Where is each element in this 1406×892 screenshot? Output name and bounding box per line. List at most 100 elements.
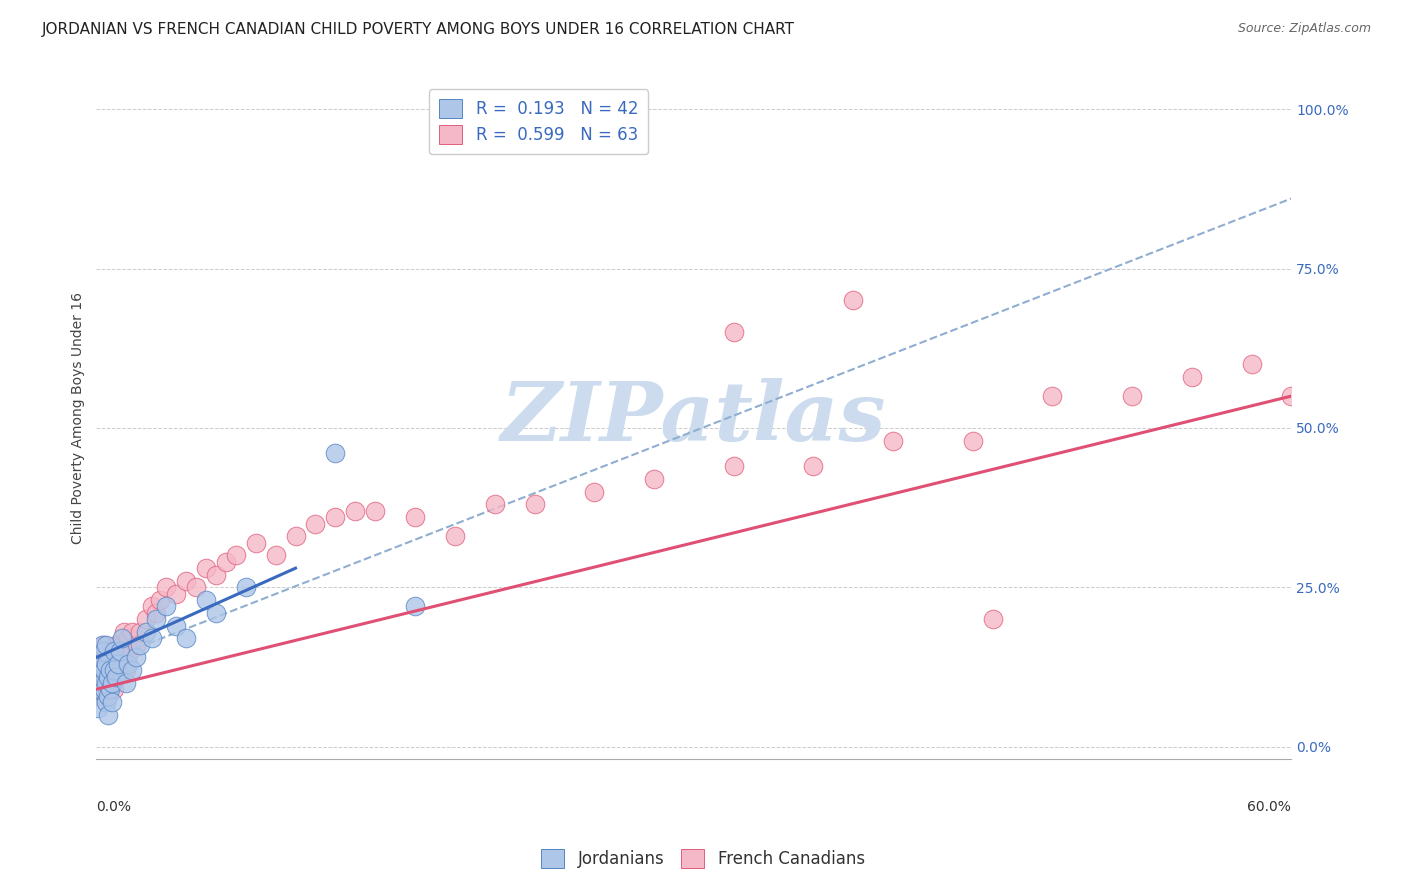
- Point: [96, 638, 118, 652]
- Point: [105, 669, 128, 683]
- Point: [404, 510, 426, 524]
- Point: [723, 459, 745, 474]
- Point: [96, 650, 118, 665]
- Point: [93, 682, 115, 697]
- Point: [583, 484, 606, 499]
- Point: [97, 669, 120, 683]
- Point: [129, 638, 152, 652]
- Point: [882, 434, 904, 448]
- Point: [325, 510, 347, 524]
- Point: [93, 676, 115, 690]
- Point: [1240, 357, 1263, 371]
- Point: [174, 574, 197, 588]
- Point: [129, 624, 152, 639]
- Point: [125, 650, 148, 665]
- Point: [962, 434, 984, 448]
- Point: [135, 612, 157, 626]
- Point: [98, 682, 121, 697]
- Text: 0.0%: 0.0%: [97, 800, 131, 814]
- Point: [205, 567, 228, 582]
- Point: [89, 663, 111, 677]
- Point: [125, 638, 148, 652]
- Point: [96, 657, 118, 671]
- Point: [115, 676, 138, 690]
- Point: [264, 549, 287, 563]
- Point: [842, 293, 865, 308]
- Point: [91, 638, 114, 652]
- Point: [1121, 389, 1143, 403]
- Point: [97, 707, 120, 722]
- Point: [121, 624, 143, 639]
- Point: [105, 638, 128, 652]
- Point: [103, 682, 125, 697]
- Point: [155, 599, 177, 614]
- Point: [145, 606, 167, 620]
- Point: [135, 624, 157, 639]
- Point: [87, 689, 110, 703]
- Point: [98, 663, 121, 677]
- Point: [101, 657, 124, 671]
- Point: [111, 638, 134, 652]
- Point: [165, 587, 187, 601]
- Text: JORDANIAN VS FRENCH CANADIAN CHILD POVERTY AMONG BOYS UNDER 16 CORRELATION CHART: JORDANIAN VS FRENCH CANADIAN CHILD POVER…: [42, 22, 796, 37]
- Point: [93, 644, 115, 658]
- Point: [93, 663, 115, 677]
- Point: [215, 555, 238, 569]
- Point: [801, 459, 824, 474]
- Point: [981, 612, 1004, 626]
- Point: [235, 580, 257, 594]
- Point: [111, 632, 134, 646]
- Point: [91, 650, 114, 665]
- Legend: Jordanians, French Canadians: Jordanians, French Canadians: [534, 842, 872, 875]
- Point: [101, 669, 124, 683]
- Point: [155, 580, 177, 594]
- Point: [101, 695, 124, 709]
- Y-axis label: Child Poverty Among Boys Under 16: Child Poverty Among Boys Under 16: [72, 293, 86, 544]
- Point: [523, 498, 546, 512]
- Point: [165, 618, 187, 632]
- Point: [89, 682, 111, 697]
- Point: [96, 689, 118, 703]
- Point: [205, 606, 228, 620]
- Point: [97, 689, 120, 703]
- Point: [98, 644, 121, 658]
- Point: [184, 580, 207, 594]
- Point: [117, 632, 139, 646]
- Point: [105, 650, 128, 665]
- Point: [404, 599, 426, 614]
- Point: [444, 529, 467, 543]
- Point: [325, 446, 347, 460]
- Point: [107, 657, 129, 671]
- Point: [103, 644, 125, 658]
- Point: [101, 676, 124, 690]
- Point: [107, 663, 129, 677]
- Point: [89, 676, 111, 690]
- Point: [96, 695, 118, 709]
- Point: [145, 612, 167, 626]
- Point: [112, 624, 135, 639]
- Point: [96, 676, 118, 690]
- Point: [91, 663, 114, 677]
- Point: [91, 676, 114, 690]
- Point: [91, 657, 114, 671]
- Point: [364, 504, 387, 518]
- Point: [141, 599, 163, 614]
- Point: [194, 593, 217, 607]
- Point: [93, 638, 115, 652]
- Point: [484, 498, 506, 512]
- Point: [117, 657, 139, 671]
- Point: [284, 529, 307, 543]
- Point: [115, 663, 138, 677]
- Point: [174, 632, 197, 646]
- Point: [1279, 389, 1302, 403]
- Point: [245, 535, 267, 549]
- Point: [120, 644, 142, 658]
- Text: ZIPatlas: ZIPatlas: [501, 378, 887, 458]
- Point: [1181, 370, 1204, 384]
- Point: [110, 650, 132, 665]
- Text: 60.0%: 60.0%: [1247, 800, 1291, 814]
- Text: Source: ZipAtlas.com: Source: ZipAtlas.com: [1237, 22, 1371, 36]
- Point: [149, 593, 172, 607]
- Point: [97, 663, 120, 677]
- Point: [103, 663, 125, 677]
